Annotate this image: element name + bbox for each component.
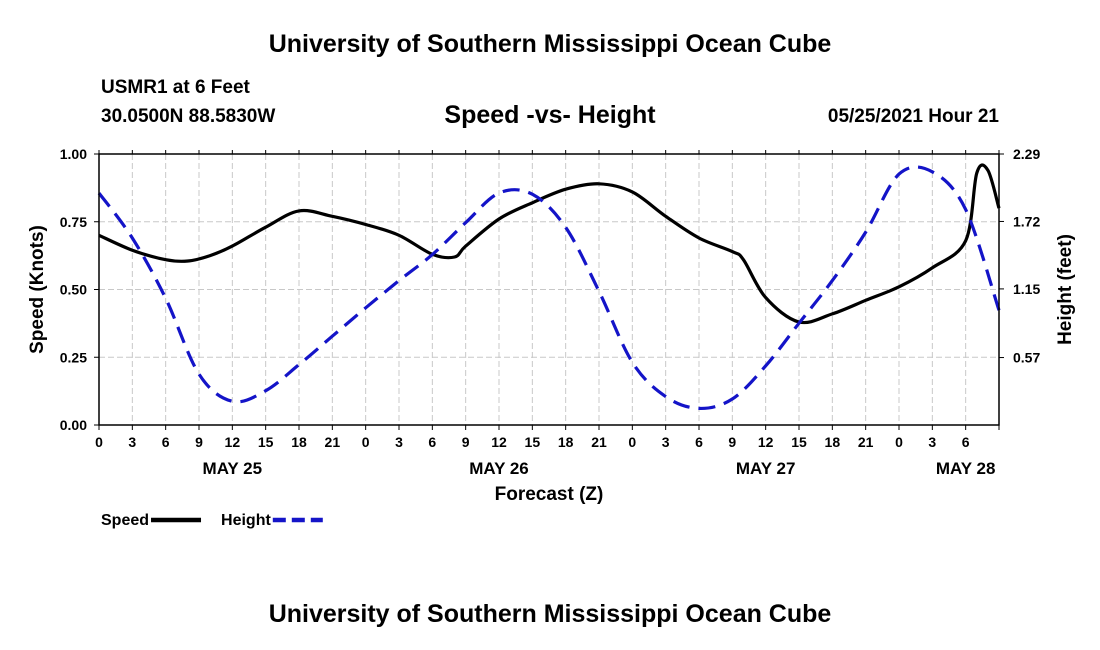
x-tick-label: 6	[162, 434, 170, 450]
station-coordinates: 30.0500N 88.5830W	[101, 106, 276, 127]
x-tick-label: 3	[662, 434, 670, 450]
series-line-speed	[98, 163, 1001, 325]
legend-label-speed: Speed	[101, 512, 149, 529]
x-tick-label: 21	[325, 434, 341, 450]
x-tick-label: 12	[491, 434, 507, 450]
y-tick-label: 0.75	[60, 214, 87, 230]
x-tick-label: 6	[695, 434, 703, 450]
x-tick-label: 0	[95, 434, 103, 450]
grid	[99, 154, 999, 425]
date-label: MAY 28	[936, 459, 996, 478]
y2-tick-label: 2.29	[1013, 146, 1040, 162]
date-label: MAY 26	[469, 459, 529, 478]
y-axis-title: Speed (Knots)	[27, 225, 48, 354]
series-line-height	[97, 165, 1001, 411]
series-layer	[97, 163, 1001, 411]
legend-label-height: Height	[221, 512, 271, 529]
x-tick-label: 0	[628, 434, 636, 450]
y2-tick-label: 1.15	[1013, 281, 1040, 297]
chart-title: Speed -vs- Height	[444, 101, 656, 129]
forecast-datetime: 05/25/2021 Hour 21	[827, 106, 999, 127]
date-label: MAY 27	[736, 459, 796, 478]
x-tick-label: 9	[462, 434, 470, 450]
x-axis-title: Forecast (Z)	[495, 484, 604, 505]
y2-tick-label: 1.72	[1013, 213, 1040, 229]
station-name: USMR1 at 6 Feet	[101, 77, 250, 98]
legend: Speed Height	[101, 512, 323, 529]
x-tick-label: 21	[591, 434, 607, 450]
y-tick-label: 1.00	[60, 146, 87, 162]
x-tick-label: 15	[791, 434, 807, 450]
date-label: MAY 25	[203, 459, 263, 478]
x-tick-label: 3	[395, 434, 403, 450]
x-tick-label: 18	[558, 434, 574, 450]
x-tick-label: 12	[758, 434, 774, 450]
x-tick-label: 12	[225, 434, 241, 450]
x-tick-label: 9	[195, 434, 203, 450]
y-tick-label: 0.50	[60, 282, 87, 298]
y-tick-label: 0.00	[60, 417, 87, 433]
y2-axis-title: Height (feet)	[1055, 234, 1076, 345]
axis-labels: 0 3 6 9 12 15 18 21 0 3 6 9 12 15 18 21 0 3 6 9 12 15 18 21 0 3 6 0…	[27, 146, 1076, 505]
x-tick-label: 9	[728, 434, 736, 450]
x-tick-label: 15	[525, 434, 541, 450]
x-tick-label: 21	[858, 434, 874, 450]
x-tick-label: 18	[825, 434, 841, 450]
x-tick-label: 3	[128, 434, 136, 450]
x-tick-label: 0	[362, 434, 370, 450]
x-tick-label: 3	[928, 434, 936, 450]
footer-title: University of Southern Mississippi Ocean…	[268, 600, 832, 628]
x-tick-label: 18	[291, 434, 307, 450]
axis-ticks	[94, 150, 1004, 430]
page-title: University of Southern Mississippi Ocean…	[268, 30, 832, 58]
x-tick-label: 15	[258, 434, 274, 450]
x-tick-label: 6	[428, 434, 436, 450]
x-tick-label: 0	[895, 434, 903, 450]
x-tick-label: 6	[962, 434, 970, 450]
y-tick-label: 0.25	[60, 349, 87, 365]
y2-tick-label: 0.57	[1013, 350, 1040, 366]
